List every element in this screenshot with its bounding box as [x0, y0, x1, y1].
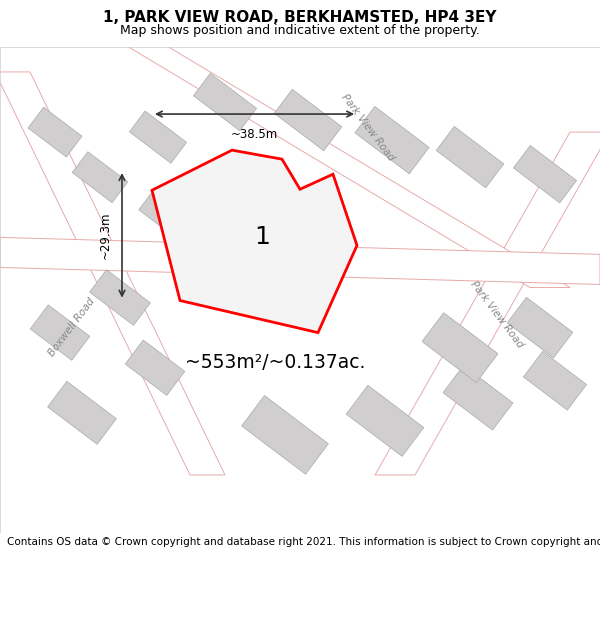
Polygon shape [242, 396, 328, 474]
Polygon shape [523, 351, 587, 410]
Text: Park View Road: Park View Road [469, 279, 526, 350]
Text: Boxwell Road: Boxwell Road [47, 297, 97, 359]
Polygon shape [443, 366, 513, 430]
Polygon shape [0, 238, 600, 284]
Polygon shape [139, 188, 197, 241]
Polygon shape [0, 72, 225, 475]
Polygon shape [89, 270, 151, 326]
Polygon shape [152, 150, 357, 332]
Polygon shape [355, 106, 429, 174]
Polygon shape [47, 381, 116, 444]
Text: Park View Road: Park View Road [340, 92, 397, 162]
Polygon shape [125, 340, 185, 396]
Polygon shape [375, 132, 600, 475]
Polygon shape [507, 298, 573, 358]
Polygon shape [346, 385, 424, 456]
Polygon shape [72, 152, 128, 202]
Polygon shape [120, 42, 570, 288]
Polygon shape [28, 107, 82, 157]
Polygon shape [274, 89, 342, 151]
Text: Map shows position and indicative extent of the property.: Map shows position and indicative extent… [120, 24, 480, 36]
Text: Contains OS data © Crown copyright and database right 2021. This information is : Contains OS data © Crown copyright and d… [7, 537, 600, 547]
Text: 1: 1 [254, 226, 270, 249]
Polygon shape [422, 312, 498, 382]
Text: 1, PARK VIEW ROAD, BERKHAMSTED, HP4 3EY: 1, PARK VIEW ROAD, BERKHAMSTED, HP4 3EY [103, 10, 497, 25]
Polygon shape [436, 126, 504, 188]
Text: ~29.3m: ~29.3m [99, 212, 112, 259]
Polygon shape [30, 305, 90, 360]
Polygon shape [514, 146, 577, 203]
Text: ~38.5m: ~38.5m [231, 128, 278, 141]
Text: ~553m²/~0.137ac.: ~553m²/~0.137ac. [185, 353, 365, 372]
Polygon shape [130, 111, 187, 163]
Polygon shape [193, 73, 257, 131]
